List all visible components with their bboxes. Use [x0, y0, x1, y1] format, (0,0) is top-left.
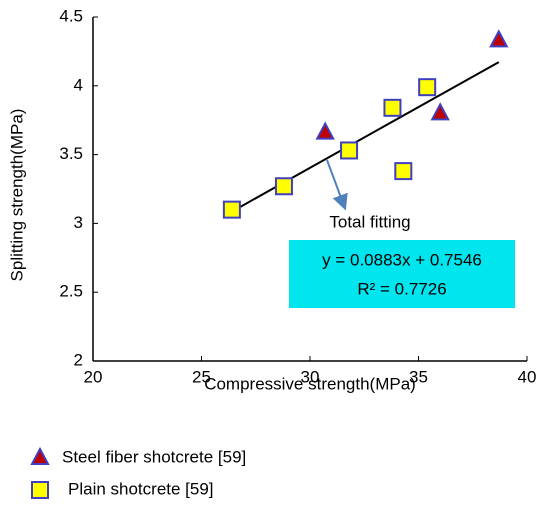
legend-label: Steel fiber shotcrete [59] — [62, 447, 246, 466]
square-point — [222, 200, 241, 219]
annotation-title: Total fitting — [329, 212, 410, 231]
square-point — [394, 162, 413, 181]
equation: y = 0.0883x + 0.7546 — [322, 250, 482, 269]
arrow — [326, 159, 348, 211]
x-tick-label: 20 — [84, 367, 103, 386]
y-axis-label: Splitting strength(MPa) — [7, 109, 26, 282]
square-point — [418, 78, 437, 97]
triangle-point — [430, 102, 450, 121]
triangle-point — [30, 446, 50, 465]
triangle-point — [315, 121, 335, 140]
trendline — [231, 61, 500, 213]
legend-label: Plain shotcrete [59] — [68, 479, 214, 498]
x-tick-label: 40 — [518, 367, 537, 386]
annotation-box — [289, 240, 515, 308]
y-tick-label: 2.5 — [59, 282, 83, 301]
square-point — [31, 481, 49, 499]
x-tick-label: 25 — [192, 367, 211, 386]
y-tick-label: 3 — [74, 213, 83, 232]
square-point — [340, 141, 359, 160]
square-point — [274, 177, 293, 196]
triangle-point — [489, 29, 509, 48]
r-squared: R² = 0.7726 — [357, 279, 446, 298]
y-tick-label: 4 — [74, 75, 83, 94]
x-tick-label: 35 — [409, 367, 428, 386]
x-axis-label: Compressive strength(MPa) — [204, 374, 416, 393]
x-tick-label: 30 — [301, 367, 320, 386]
y-tick-label: 4.5 — [59, 6, 83, 25]
y-tick-label: 2 — [74, 350, 83, 369]
square-point — [383, 98, 402, 117]
y-tick-label: 3.5 — [59, 144, 83, 163]
